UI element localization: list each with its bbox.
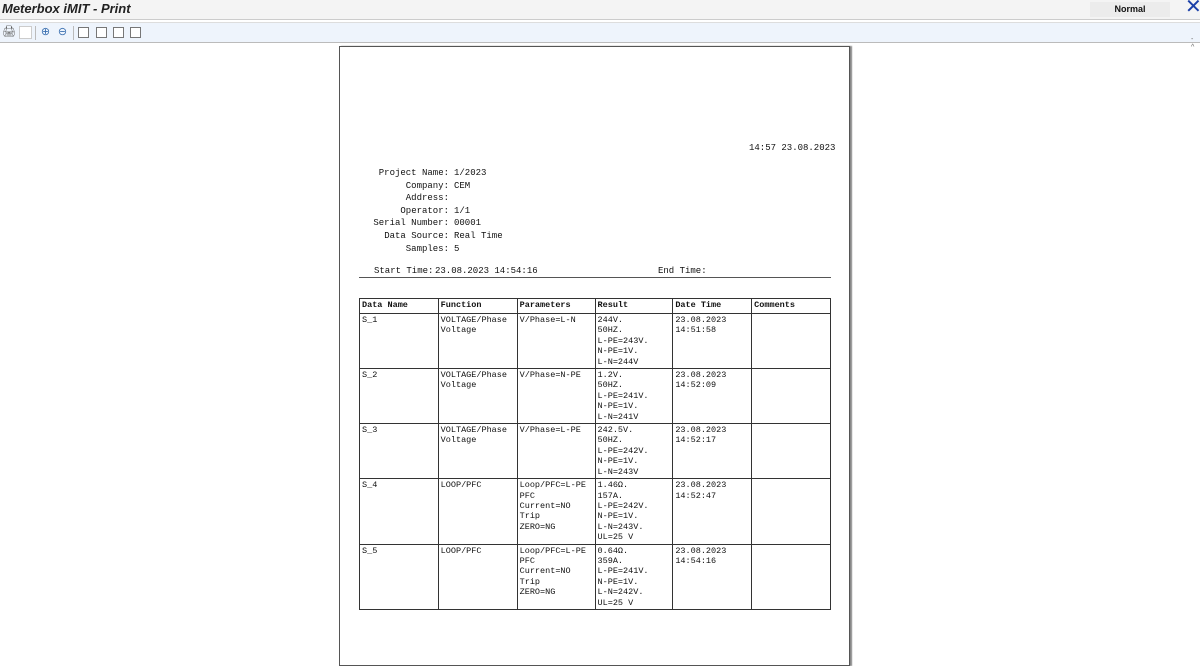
toolbar: 🖨 ⊕ ⊖ [0, 22, 1200, 43]
field-value: CEM [454, 180, 471, 191]
zoom-out-icon[interactable]: ⊖ [57, 26, 68, 38]
zoom-in-icon[interactable]: ⊕ [40, 26, 51, 38]
field-label: Company: [405, 180, 449, 191]
fit-width-icon[interactable] [96, 27, 107, 38]
table-header: Data Name Function Parameters Result Date Ti… [359, 298, 831, 314]
field-label: Serial Number: [373, 218, 449, 229]
close-icon[interactable]: ✕ [1185, 0, 1200, 18]
column-header: Date Time [672, 298, 753, 314]
table-row: S_1 VOLTAGE/Phase Voltage V/Phase=L-N 244V.… [359, 312, 831, 370]
table-cell: 23.08.2023 14:54:16 [672, 543, 753, 610]
table-cell [751, 423, 831, 480]
column-header: Parameters [516, 298, 596, 314]
table-cell: S_5 [359, 543, 439, 610]
table-cell: LOOP/PFC [437, 543, 518, 610]
start-time-label: Start Time: [374, 266, 434, 276]
table-cell: VOLTAGE/Phase Voltage [437, 368, 518, 425]
table-cell [751, 543, 831, 610]
column-header: Result [594, 298, 674, 314]
table-cell: 242.5V. 50HZ. L-PE=242V. N-PE=1V. L-N=24… [594, 423, 674, 480]
two-page-icon[interactable] [130, 27, 141, 38]
table-cell [751, 478, 831, 545]
table-row: S_3 VOLTAGE/Phase Voltage V/Phase=L-PE 242.… [359, 423, 831, 480]
table-cell: 1.2V. 50HZ. L-PE=241V. N-PE=1V. L-N=241V [594, 368, 674, 425]
field-value: 00001 [454, 218, 482, 229]
field-label: Samples: [405, 243, 449, 254]
table-row: S_4 LOOP/PFC Loop/PFC=L-PE PFC Current=NO … [359, 478, 831, 545]
table-cell: 23.08.2023 14:52:17 [672, 423, 753, 480]
field-label: Operator: [400, 205, 449, 216]
table-cell: 23.08.2023 14:52:47 [672, 478, 753, 545]
divider [359, 277, 831, 278]
field-label: Address: [405, 193, 449, 204]
vertical-scrollbar[interactable]: - ^ [1190, 36, 1200, 659]
start-time-value: 23.08.2023 14:54:16 [435, 266, 538, 276]
table-cell: 0.64Ω. 359A. L-PE=241V. N-PE=1V. L-N=242… [594, 543, 674, 610]
table-cell: S_4 [359, 478, 439, 545]
table-cell: 1.46Ω. 157A. L-PE=242V. N-PE=1V. L-N=243… [594, 478, 674, 545]
field-value: 1/2023 [454, 168, 487, 178]
table-row: S_2 VOLTAGE/Phase Voltage V/Phase=N-PE 1.2V… [359, 368, 831, 425]
page-setup-icon[interactable] [19, 26, 32, 39]
table-cell: V/Phase=L-PE [516, 423, 596, 480]
column-header: Comments [751, 298, 831, 314]
table-cell: V/Phase=N-PE [516, 368, 596, 425]
table-cell: VOLTAGE/Phase Voltage [437, 423, 518, 480]
window-title: Meterbox iMIT - Print [2, 1, 131, 16]
column-header: Data Name [359, 298, 439, 314]
table-cell: Loop/PFC=L-PE PFC Current=NO Trip ZERO=N… [516, 478, 596, 545]
field-label: Project Name: [378, 168, 449, 178]
view-mode-button[interactable]: Normal [1090, 2, 1170, 17]
column-header: Function [437, 298, 518, 314]
fit-page-icon[interactable] [78, 27, 89, 38]
table-cell: Loop/PFC=L-PE PFC Current=NO Trip ZERO=N… [516, 543, 596, 610]
table-cell: V/Phase=L-N [516, 312, 596, 370]
single-page-icon[interactable] [113, 27, 124, 38]
field-label: Data Source: [384, 231, 449, 241]
print-preview-page: 14:57 23.08.2023 Project Name: 1/2023 Com… [339, 46, 850, 666]
end-time-label: End Time: [658, 266, 707, 276]
table-cell: 23.08.2023 14:51:58 [672, 312, 753, 370]
table-cell: 23.08.2023 14:52:09 [672, 368, 753, 425]
report-timestamp: 14:57 23.08.2023 [749, 143, 836, 153]
table-cell [751, 312, 831, 370]
toolbar-separator [35, 26, 36, 40]
table-row: S_5 LOOP/PFC Loop/PFC=L-PE PFC Current=NO … [359, 543, 831, 610]
table-cell [751, 368, 831, 425]
field-value: 1/1 [454, 205, 471, 216]
table-cell: S_2 [359, 368, 439, 425]
field-value: 5 [454, 243, 460, 254]
print-icon[interactable]: 🖨 [2, 26, 16, 38]
table-cell: LOOP/PFC [437, 478, 518, 545]
results-table: Data Name Function Parameters Result Date Ti… [359, 298, 831, 610]
table-cell: VOLTAGE/Phase Voltage [437, 312, 518, 370]
toolbar-separator [73, 26, 74, 40]
table-cell: S_3 [359, 423, 439, 480]
title-bar: Meterbox iMIT - Print Normal ✕ [0, 0, 1200, 20]
table-cell: 244V. 50HZ. L-PE=243V. N-PE=1V. L-N=244V [594, 312, 674, 370]
table-cell: S_1 [359, 312, 439, 370]
field-value: Real Time [454, 231, 503, 241]
